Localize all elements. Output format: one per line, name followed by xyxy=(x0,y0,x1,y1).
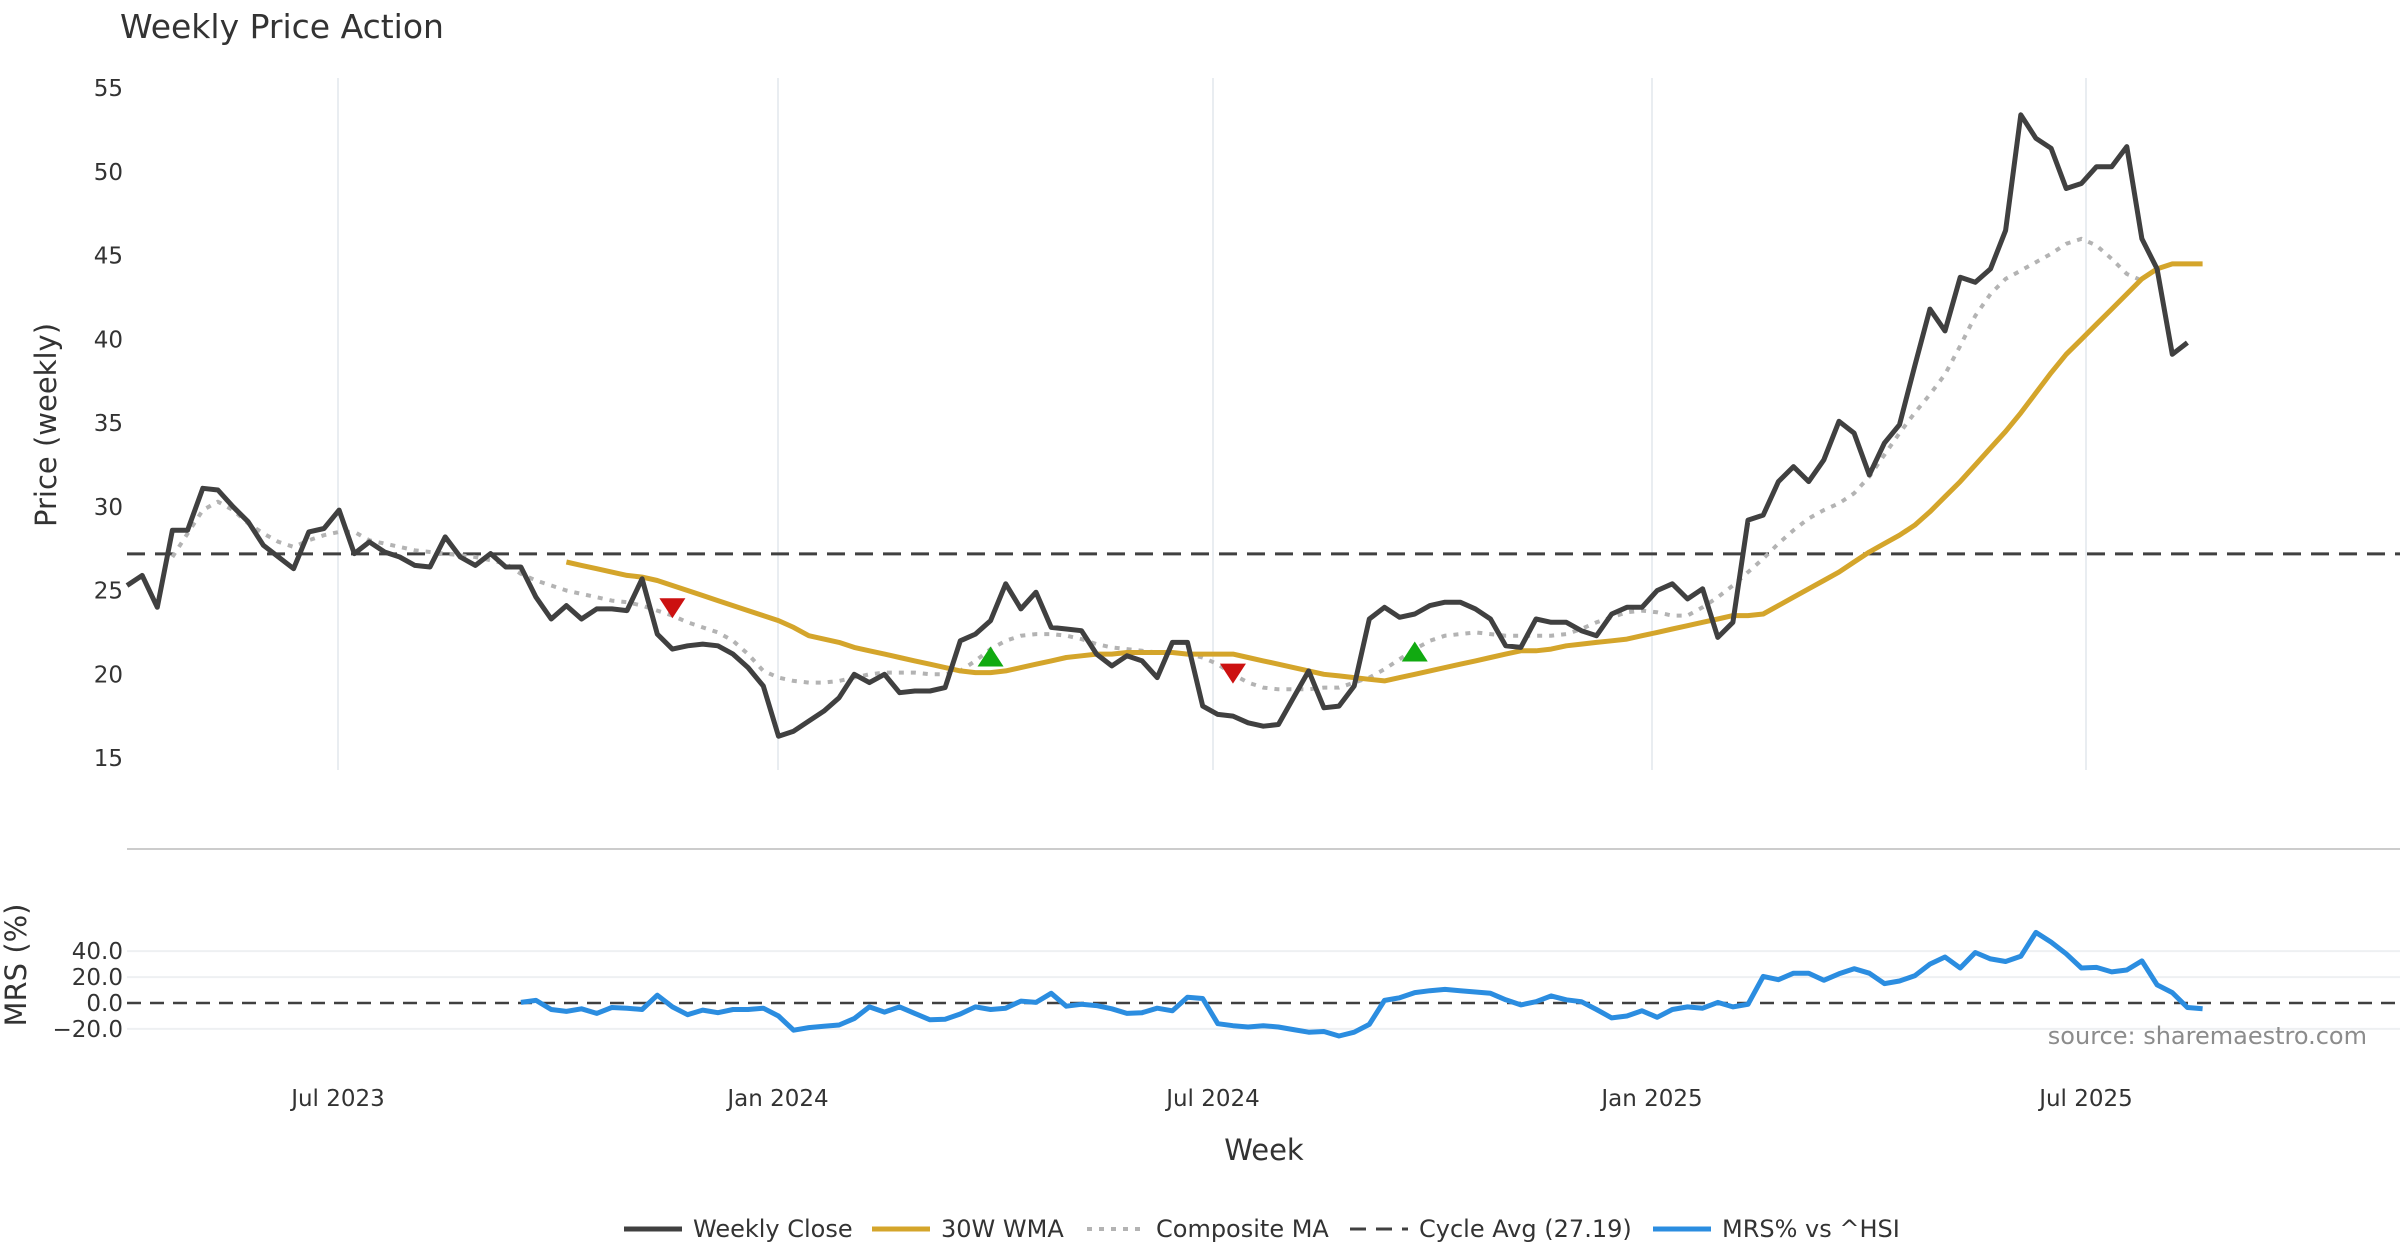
x-tick-label: Jan 2024 xyxy=(725,1086,828,1112)
price-y-axis-label: Price (weekly) xyxy=(29,323,63,527)
sell-signal-marker xyxy=(1219,663,1246,684)
price-y-tick-label: 30 xyxy=(94,495,123,521)
legend-label: Cycle Avg (27.19) xyxy=(1419,1215,1632,1243)
price-y-tick-label: 55 xyxy=(94,76,123,102)
buy-signal-marker xyxy=(977,646,1004,667)
x-tick-label: Jul 2025 xyxy=(2037,1086,2133,1112)
price-y-tick-label: 15 xyxy=(94,746,123,772)
legend-label: Weekly Close xyxy=(693,1215,853,1243)
mrs-gridlines xyxy=(127,950,2400,1030)
weekly-close-line xyxy=(125,112,2189,739)
price-y-tick-label: 25 xyxy=(94,579,123,605)
buy-signal-marker xyxy=(1401,641,1428,662)
sell-signal-marker xyxy=(659,598,686,619)
price-y-ticks: 15 20 25 30 35 40 45 50 55 xyxy=(94,76,123,772)
x-tick-label: Jan 2025 xyxy=(1599,1086,1702,1112)
chart-title: Weekly Price Action xyxy=(120,7,444,46)
price-y-tick-label: 35 xyxy=(94,411,123,437)
signal-markers xyxy=(659,598,1428,684)
legend-label: Composite MA xyxy=(1156,1215,1329,1243)
legend-label: 30W WMA xyxy=(941,1215,1064,1243)
price-y-tick-label: 40 xyxy=(94,327,123,353)
x-ticks: Jul 2023 Jan 2024 Jul 2024 Jan 2025 Jul 2025 xyxy=(289,1086,2133,1112)
mrs-line xyxy=(520,929,2203,1039)
source-note: source: sharemaestro.com xyxy=(2048,1022,2367,1050)
legend: Weekly Close 30W WMA Composite MA Cycle Avg… xyxy=(624,1215,1900,1243)
price-gridlines xyxy=(337,78,2087,770)
mrs-y-axis-label: MRS (%) xyxy=(0,904,33,1027)
mrs-y-tick-label: −20.0 xyxy=(53,1017,123,1043)
x-tick-label: Jul 2023 xyxy=(289,1086,385,1112)
x-axis-label: Week xyxy=(1224,1133,1304,1167)
composite-ma-line xyxy=(170,236,2143,692)
mrs-y-tick-label: 40.0 xyxy=(72,939,123,965)
legend-label: MRS% vs ^HSI xyxy=(1722,1215,1900,1243)
price-y-tick-label: 45 xyxy=(94,244,123,270)
price-y-tick-label: 50 xyxy=(94,160,123,186)
wma-30w-line xyxy=(565,261,2203,684)
mrs-y-ticks: 40.020.00.0−20.0 xyxy=(53,939,123,1043)
mrs-y-tick-label: 20.0 xyxy=(72,965,123,991)
x-tick-label: Jul 2024 xyxy=(1164,1086,1260,1112)
mrs-y-tick-label: 0.0 xyxy=(86,991,123,1017)
price-y-tick-label: 20 xyxy=(94,662,123,688)
